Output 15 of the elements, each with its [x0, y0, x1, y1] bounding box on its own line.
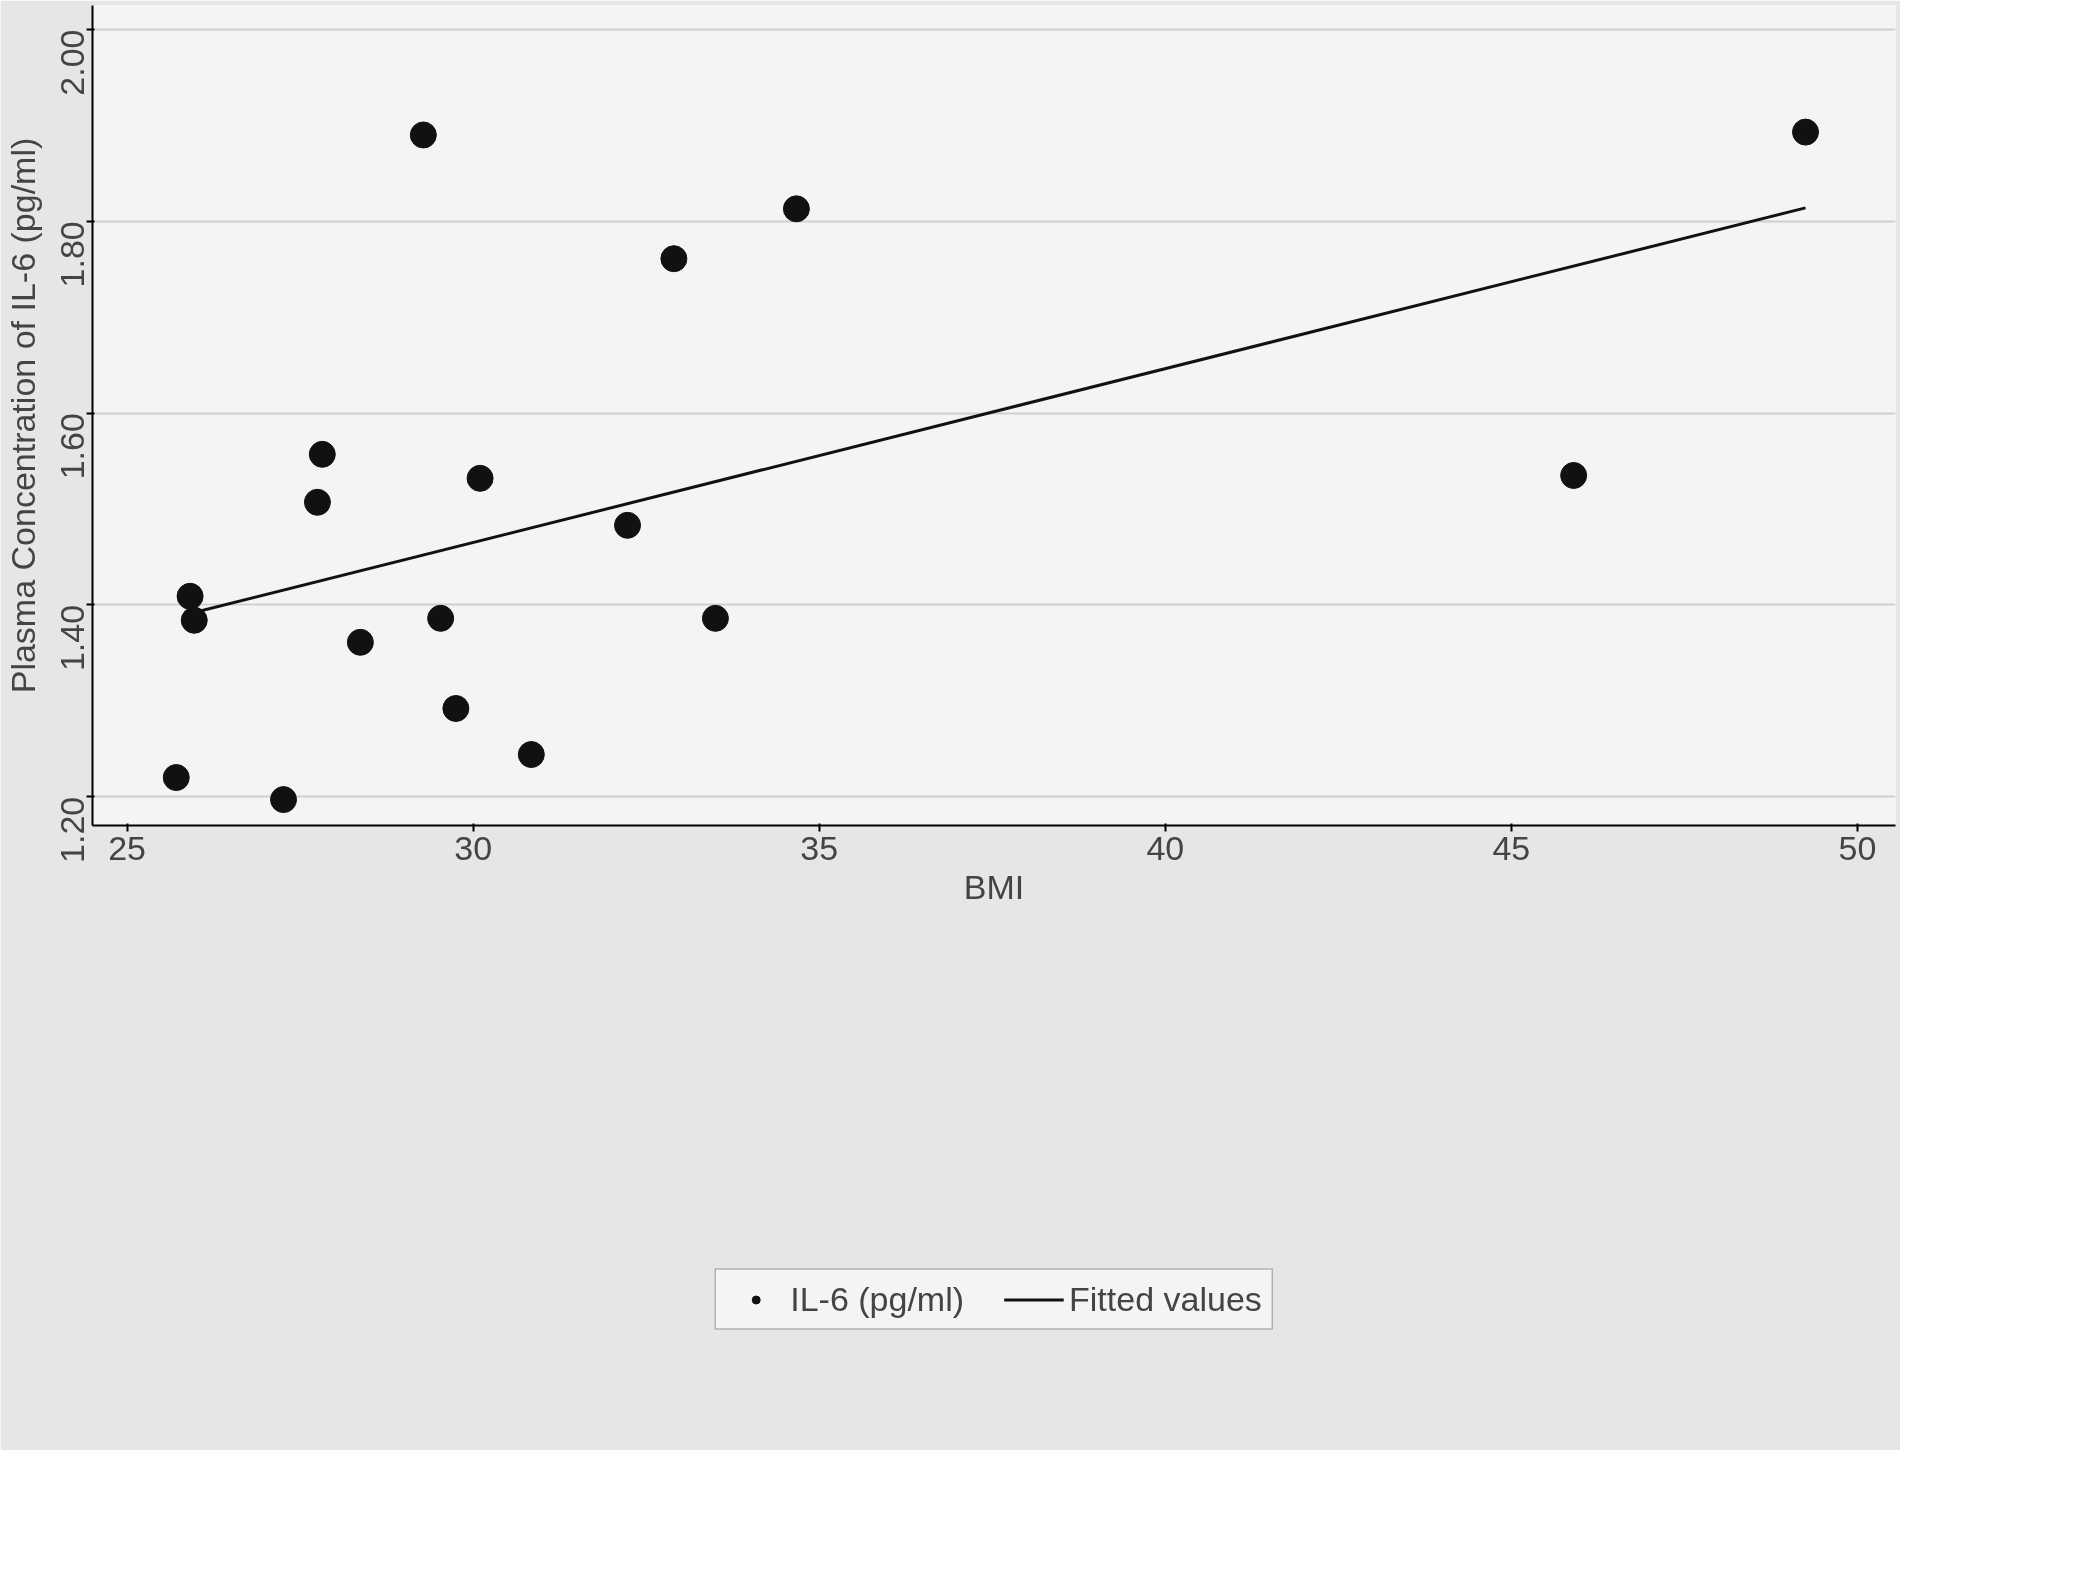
y-tick-label: 1.80 — [53, 221, 91, 288]
y-tick-label: 1.40 — [53, 604, 91, 672]
legend-label: IL-6 (pg/ml) — [790, 1279, 965, 1319]
x-axis-title: BMI — [963, 867, 1025, 906]
x-tick-label: 40 — [1146, 828, 1185, 867]
y-tick-label: 2.00 — [53, 29, 91, 96]
y-axis-title: Plasma Concentration of IL-6 (pg/ml) — [3, 137, 42, 694]
legend-label: Fitted values — [1069, 1279, 1262, 1319]
x-tick-label: 50 — [1838, 828, 1877, 867]
x-tick-label: 30 — [454, 828, 493, 867]
x-tick-label: 25 — [108, 828, 147, 867]
y-tick-label: 1.60 — [53, 413, 91, 480]
x-tick-label: 35 — [800, 828, 839, 867]
x-tick-label: 45 — [1492, 828, 1531, 867]
y-tick-label: 1.20 — [53, 796, 91, 863]
